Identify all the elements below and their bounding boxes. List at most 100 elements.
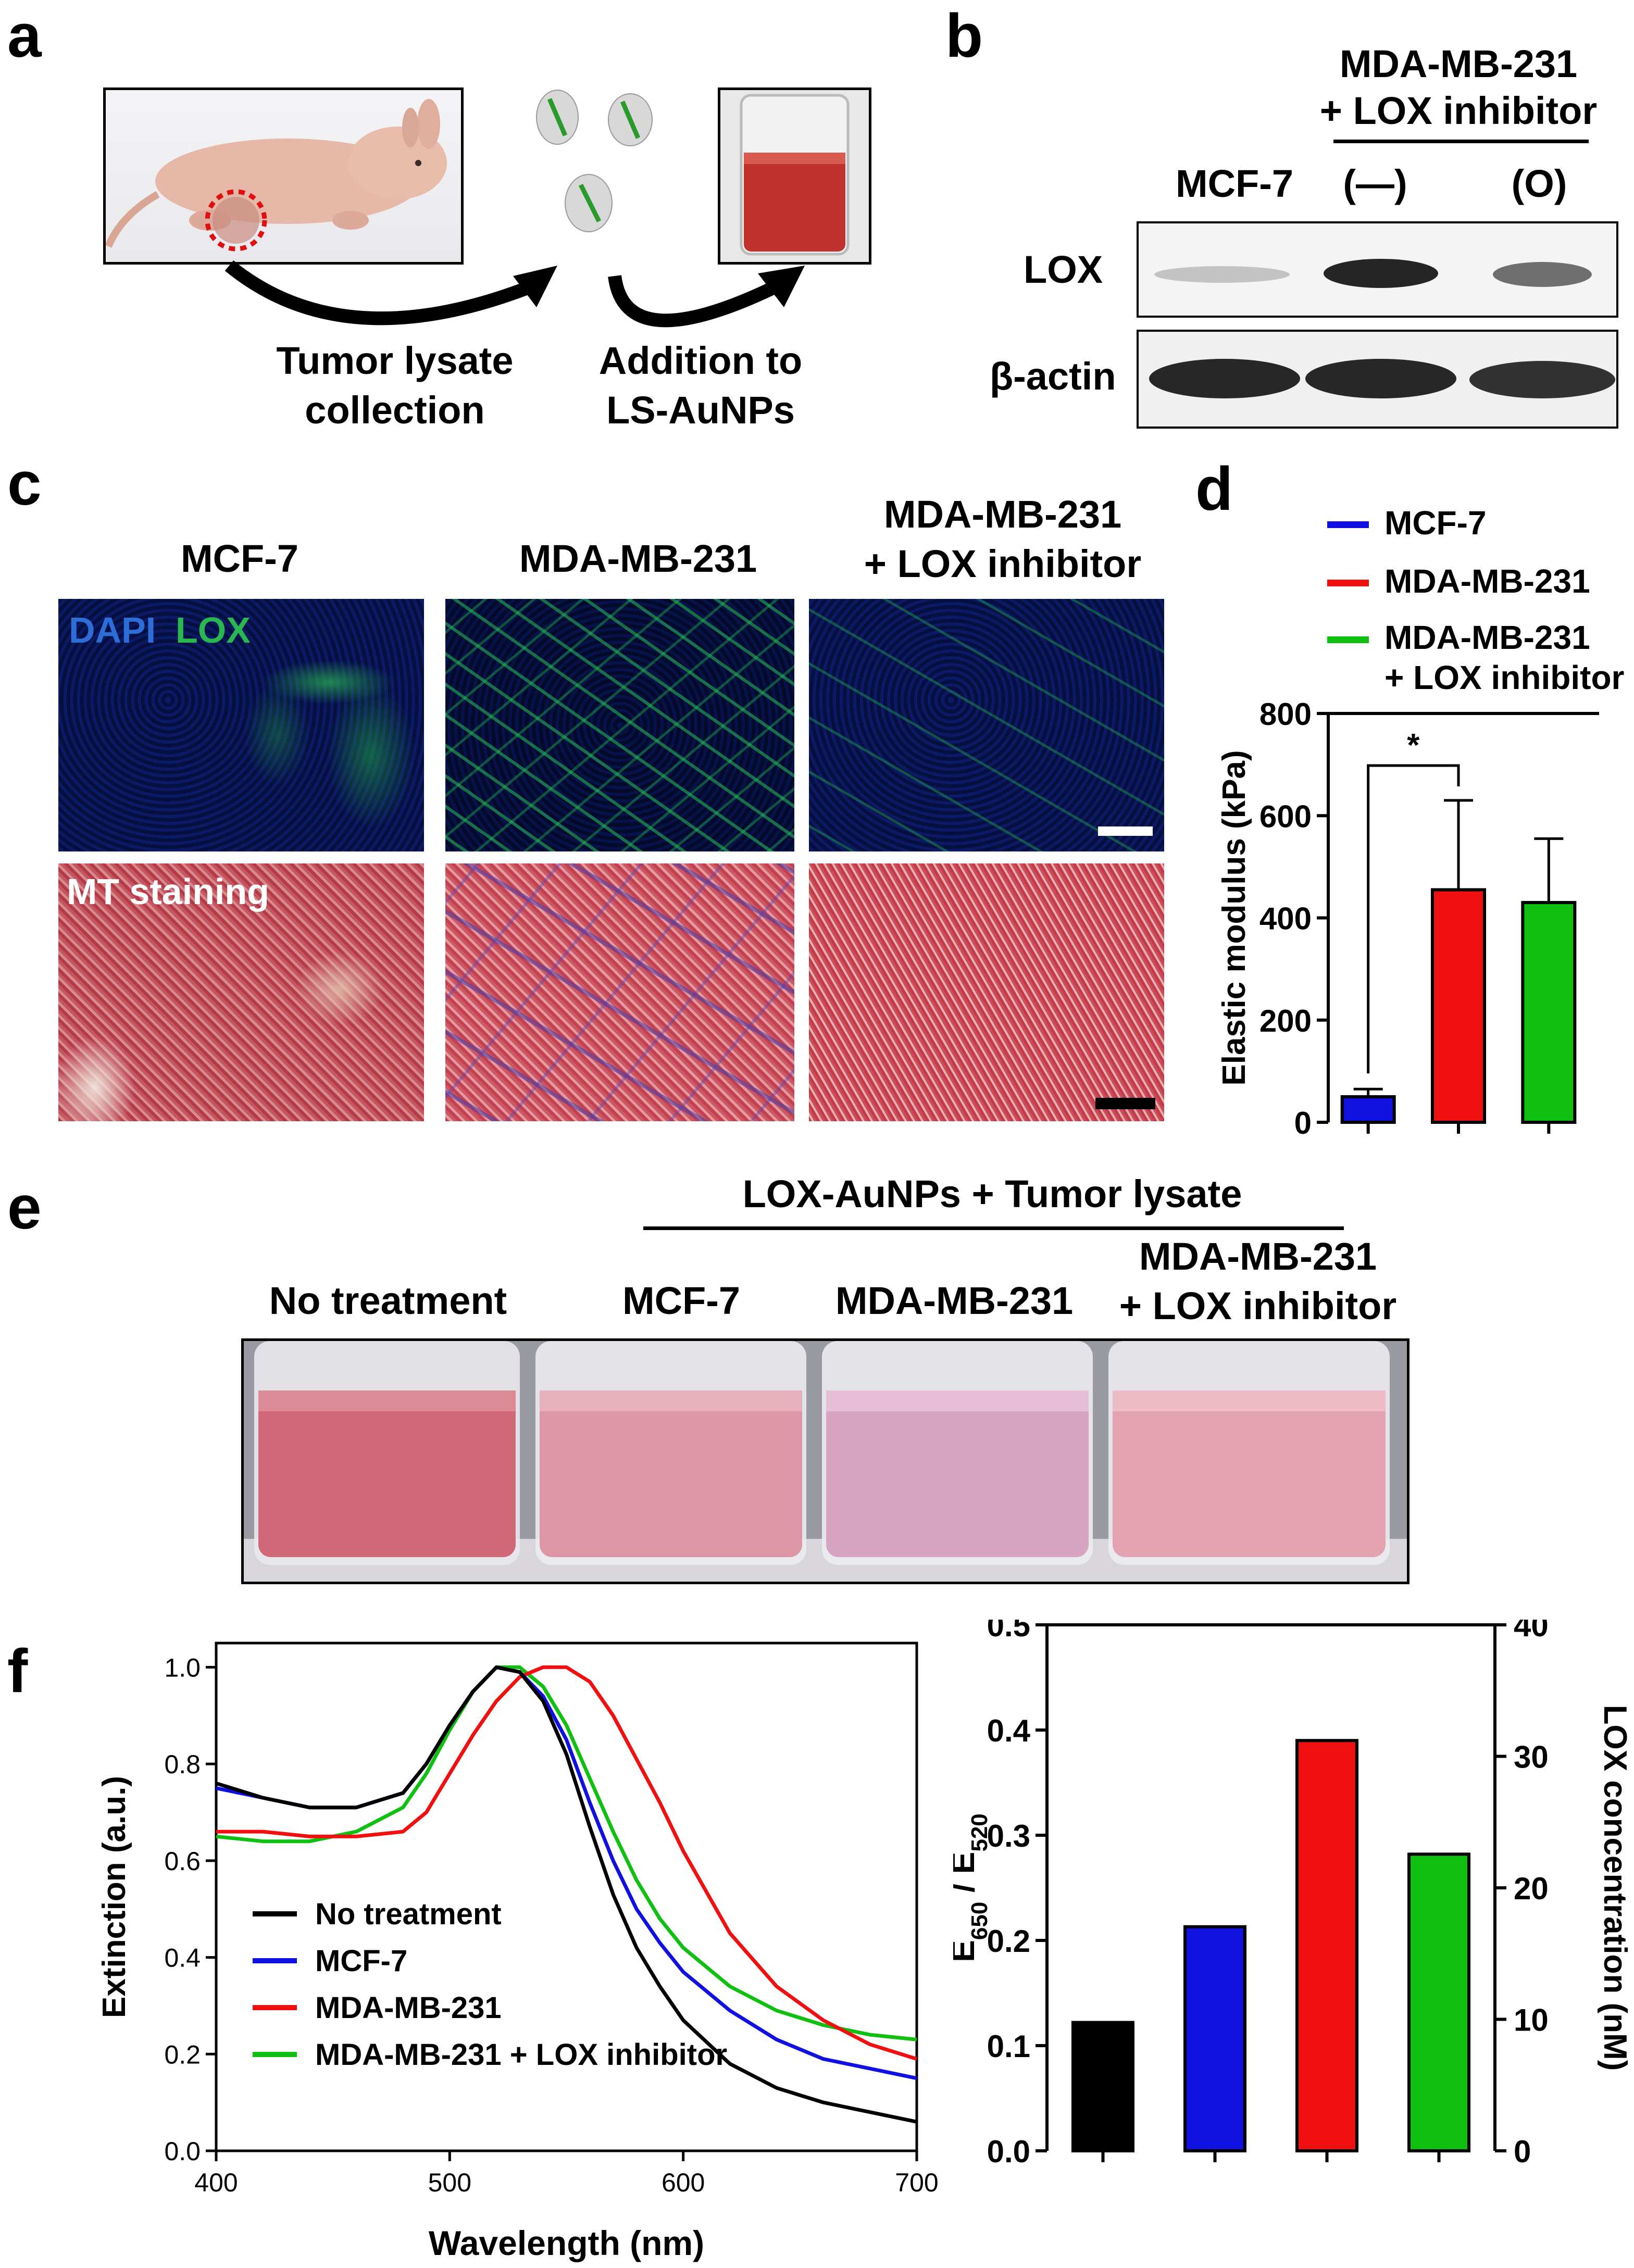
f-right-y-tick-label: 0.2 <box>987 1924 1030 1959</box>
vials-photo <box>241 1338 1410 1584</box>
legend-d-label-1: MDA-MB-231 <box>1384 562 1590 600</box>
f-right-y-tick-label: 0.3 <box>987 1819 1030 1853</box>
mouse-illustration <box>106 99 447 252</box>
f-left-frame <box>215 1642 918 2152</box>
mt-image-mdamb231 <box>445 863 794 1121</box>
blot-row-actin: β-actin <box>990 355 1116 398</box>
panel-label-c: c <box>7 449 42 518</box>
f-right-bar <box>1407 1852 1470 2152</box>
if-image-lox-inhibitor <box>809 599 1164 851</box>
legend-d-label-0: MCF-7 <box>1384 504 1487 542</box>
f-left-legend-label: MDA-MB-231 + LOX inhibitor <box>315 2038 727 2072</box>
vials-illustration <box>244 1341 1407 1582</box>
if-image-mdamb231 <box>445 599 794 851</box>
f-left-y-tick-label: 0.0 <box>164 2137 201 2166</box>
vial-label-2: MDA-MB-231 <box>835 1279 1074 1322</box>
column-label-lox-line1: MDA-MB-231 <box>883 493 1122 536</box>
f-left-y-tick-label: 0.6 <box>164 1847 201 1876</box>
column-label-mcf7: MCF-7 <box>180 537 299 580</box>
f-left-legend-label: No treatment <box>315 1897 502 1931</box>
mt-image-lox-inhibitor <box>809 863 1164 1121</box>
group-header-e: LOX-AuNPs + Tumor lysate <box>742 1172 1242 1216</box>
panel-label-d: d <box>1195 455 1233 523</box>
panel-label-a: a <box>7 2 42 70</box>
d-bar <box>1431 888 1486 1124</box>
group-header-rule <box>643 1226 1344 1230</box>
blot-row-lox: LOX <box>1024 248 1103 291</box>
vial-1 <box>535 1341 806 1565</box>
legend-d-swatch-0 <box>1327 521 1369 528</box>
d-y-tick-label: 400 <box>1259 901 1312 936</box>
panel-label-f: f <box>7 1637 28 1706</box>
if-label-dapi: DAPI <box>69 610 156 650</box>
d-bar <box>1521 901 1577 1124</box>
f-left-y-axis-label: Extinction (a.u.) <box>96 1776 132 2018</box>
f-left-series-line <box>216 1665 918 2061</box>
step2-line1: Addition to <box>598 339 803 382</box>
f-left-series-line <box>216 1665 917 2041</box>
f-left-y-tick-label: 0.2 <box>164 2040 201 2069</box>
f-right-y2-tick-label: 40 <box>1514 1620 1549 1643</box>
d-y-tick-label: 0 <box>1294 1106 1312 1141</box>
panel-label-b: b <box>945 2 983 70</box>
d-y-tick-label: 200 <box>1259 1004 1312 1038</box>
vial-label-3a: MDA-MB-231 <box>1139 1235 1377 1278</box>
f-right-y2-tick-label: 10 <box>1514 2003 1549 2038</box>
blot-lox <box>1137 221 1618 318</box>
f-left-x-axis-label: Wavelength (nm) <box>429 2224 704 2262</box>
f-left-series-line <box>215 1665 917 2124</box>
blot-actin <box>1137 330 1618 429</box>
mouse-photo <box>103 87 464 265</box>
legend-d-swatch-2 <box>1327 636 1369 643</box>
if-image-mcf7: DAPI LOX <box>58 599 424 851</box>
d-y-axis-label: Elastic modulus (kPa) <box>1216 750 1252 1085</box>
mt-image-mcf7: MT staining <box>58 863 424 1121</box>
f-right-bar <box>1295 1739 1358 2152</box>
d-bar <box>1340 1095 1396 1124</box>
f-right-y2-tick-label: 20 <box>1514 1871 1549 1906</box>
vial-0 <box>254 1341 520 1565</box>
step1-line2: collection <box>305 389 485 432</box>
lane-label-mcf7: MCF-7 <box>1175 162 1294 205</box>
column-label-lox-line2: + LOX inhibitor <box>864 542 1142 585</box>
f-left-y-tick-label: 0.8 <box>164 1750 201 1779</box>
f-left-legend-label: MDA-MB-231 <box>315 1991 502 2025</box>
f-left-x-tick-label: 600 <box>662 2168 705 2197</box>
f-right-y2-tick-label: 30 <box>1514 1740 1549 1775</box>
d-significance-bracket <box>1367 764 1460 1074</box>
f-right-y-axis-label: E650 / E520 <box>953 1813 992 1962</box>
vial-2 <box>822 1341 1093 1565</box>
vial-3 <box>1108 1341 1390 1565</box>
if-label-lox: LOX <box>176 610 251 650</box>
f-right-y-tick-label: 0.4 <box>987 1713 1031 1748</box>
legend-d: MCF-7 MDA-MB-231 MDA-MB-231 + LOX inhibi… <box>1327 500 1624 698</box>
f-left-y-tick-label: 1.0 <box>164 1653 201 1682</box>
lane-label-plus: (O) <box>1511 162 1567 205</box>
d-y-tick-label: 800 <box>1259 698 1312 732</box>
mt-staining-label: MT staining <box>67 871 269 912</box>
step1-line1: Tumor lysate <box>276 339 514 382</box>
f-left-x-tick-label: 500 <box>428 2168 471 2197</box>
f-left-legend-label: MCF-7 <box>315 1944 407 1978</box>
f-right-bar <box>1183 1925 1246 2152</box>
lane-label-minus: (—) <box>1343 162 1407 205</box>
process-arrows <box>224 260 805 328</box>
column-label-mdamb231: MDA-MB-231 <box>519 537 757 580</box>
step2-line2: LS-AuNPs <box>606 389 795 432</box>
f-right-y2-tick-label: 0 <box>1514 2134 1531 2169</box>
f-right-y2-axis-label: LOX concentration (nM) <box>1597 1705 1630 2071</box>
vial-label-1: MCF-7 <box>622 1279 741 1322</box>
f-right-y-tick-label: 0.1 <box>987 2029 1030 2064</box>
f-left-x-tick-label: 700 <box>895 2168 938 2197</box>
panel-label-e: e <box>7 1173 42 1242</box>
d-significance-star: * <box>1407 728 1420 763</box>
f-left-y-tick-label: 0.4 <box>164 1944 201 1973</box>
peptide-illustration <box>526 78 682 276</box>
vial-photo <box>718 87 871 265</box>
f-left-x-tick-label: 400 <box>194 2168 238 2197</box>
chart-f-ratio: 0.0 0.1 0.2 0.3 0.4 0.5 0 10 20 30 40 E650 / E520 LO… <box>953 1620 1630 2169</box>
blot-header-rule <box>1333 140 1589 143</box>
scale-bar-white <box>1098 826 1153 836</box>
f-right-y-tick-label: 0.0 <box>987 2134 1030 2169</box>
